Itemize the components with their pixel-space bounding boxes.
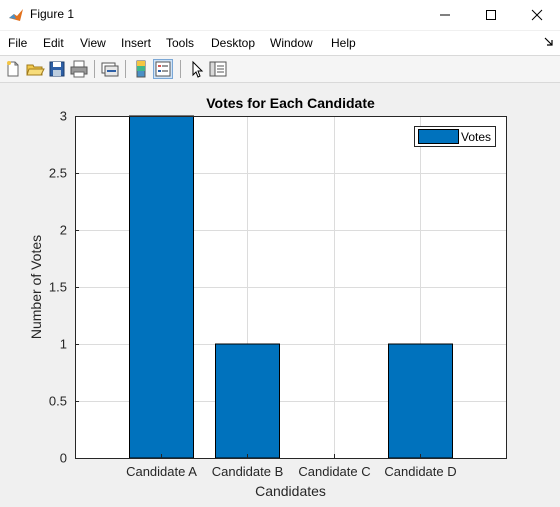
matlab-icon [9, 9, 23, 21]
bar [129, 115, 194, 459]
menu-insert[interactable]: Insert [121, 36, 152, 50]
bar-chart[interactable]: 00.511.522.53 Candidate A Candidate B Cand… [0, 83, 560, 502]
maximize-button[interactable] [468, 0, 514, 30]
close-icon [531, 9, 543, 21]
maximize-icon [486, 10, 496, 20]
y-tick-label: 1.5 [49, 280, 67, 295]
menu-view[interactable]: View [80, 36, 106, 50]
bar [215, 343, 280, 459]
x-axis-label: Candidates [255, 483, 326, 499]
minimize-icon [440, 14, 450, 16]
new-figure-button[interactable] [3, 59, 23, 79]
legend-label: Votes [461, 130, 491, 144]
menu-window[interactable]: Window [270, 36, 313, 50]
x-tick-label: Candidate B [212, 464, 284, 479]
property-editor-icon [209, 61, 227, 77]
figure-area: 0 0.5 1 1.5 2 2.5 3 Candidate A Candidate B Cand… [0, 83, 560, 502]
new-figure-icon [7, 61, 19, 77]
dock-arrow-icon[interactable] [544, 37, 554, 47]
x-tick-label: Candidate D [384, 464, 456, 479]
x-tick-label: Candidate C [298, 464, 370, 479]
x-axis: Candidate A Candidate B Candidate C Candida… [126, 454, 457, 479]
toolbar [0, 56, 560, 83]
pointer-icon [192, 60, 204, 78]
print-button[interactable] [69, 59, 89, 79]
window-title: Figure 1 [30, 7, 75, 21]
y-tick-label: 0 [60, 451, 67, 466]
y-tick-label: 2.5 [49, 166, 67, 181]
print-icon [70, 60, 88, 78]
toolbar-separator [94, 60, 95, 78]
bars [129, 115, 453, 459]
y-tick-label: 1 [60, 337, 67, 352]
save-button[interactable] [47, 59, 67, 79]
link-plot-icon [101, 62, 119, 77]
toolbar-separator [125, 60, 126, 78]
x-tick-label: Candidate A [126, 464, 197, 479]
colorbar-button[interactable] [131, 59, 151, 79]
legend-swatch [418, 129, 459, 144]
y-tick-label: 0.5 [49, 394, 67, 409]
minimize-button[interactable] [422, 0, 468, 30]
menu-desktop[interactable]: Desktop [211, 36, 256, 50]
save-icon [49, 61, 65, 77]
colorbar-icon [136, 60, 146, 78]
bar [388, 343, 453, 459]
property-editor-button[interactable] [208, 59, 228, 79]
legend-icon [155, 61, 171, 77]
toolbar-separator [180, 60, 181, 78]
y-tick-label: 2 [60, 223, 67, 238]
y-axis: 0 0.5 1 1.5 2 2.5 3 [49, 109, 79, 466]
open-file-icon [26, 64, 45, 76]
menu-tools[interactable]: Tools [166, 36, 195, 50]
chart-title: Votes for Each Candidate [206, 95, 375, 111]
menu-edit[interactable]: Edit [43, 36, 64, 50]
legend-button[interactable] [153, 59, 173, 79]
legend[interactable]: Votes [414, 126, 496, 147]
y-tick-label: 3 [60, 109, 67, 124]
menu-bar: File Edit View Insert Tools Desktop Wind… [0, 31, 560, 56]
link-plot-button[interactable] [100, 59, 120, 79]
pointer-button[interactable] [186, 59, 206, 79]
open-button[interactable] [25, 59, 45, 79]
close-button[interactable] [514, 0, 560, 30]
menu-file[interactable]: File [8, 36, 28, 50]
y-axis-label: Number of Votes [28, 235, 44, 339]
title-bar: Figure 1 [0, 0, 560, 31]
menu-help[interactable]: Help [331, 36, 356, 50]
